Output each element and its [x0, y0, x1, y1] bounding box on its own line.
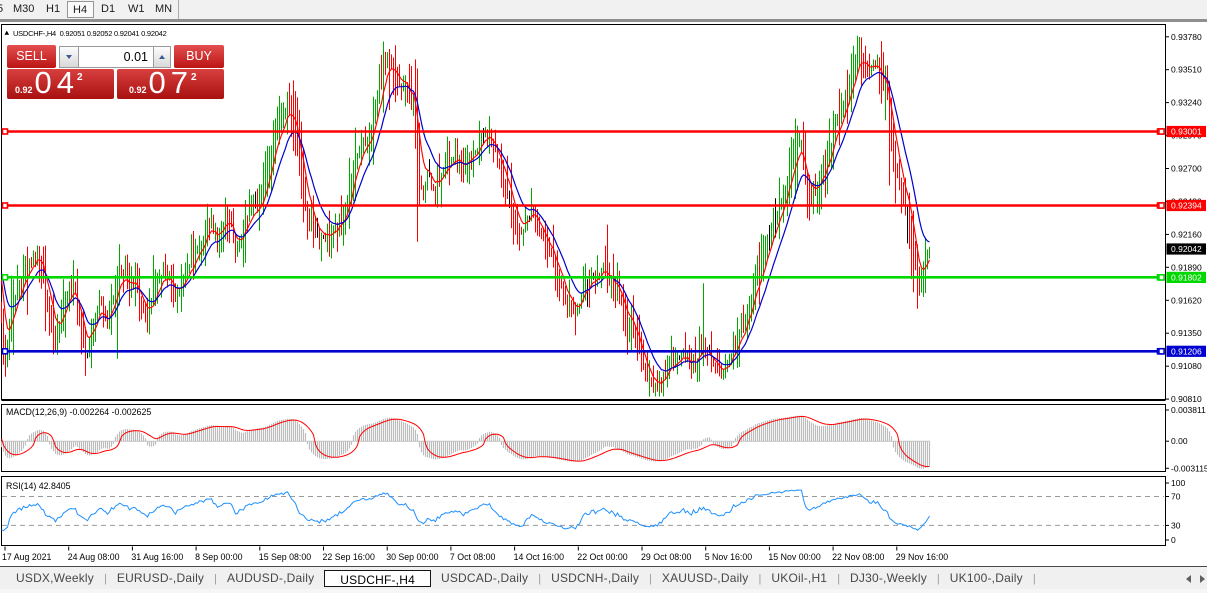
- svg-text:29 Nov 16:00: 29 Nov 16:00: [896, 552, 948, 562]
- svg-text:0: 0: [1171, 535, 1176, 545]
- svg-text:31 Aug 16:00: 31 Aug 16:00: [131, 552, 183, 562]
- svg-text:0.92700: 0.92700: [1171, 164, 1202, 174]
- svg-text:0.91802: 0.91802: [1171, 273, 1202, 283]
- svg-text:30: 30: [1171, 520, 1181, 530]
- svg-text:70: 70: [1171, 492, 1181, 502]
- svg-text:22 Oct 00:00: 22 Oct 00:00: [577, 552, 627, 562]
- svg-text:29 Oct 08:00: 29 Oct 08:00: [641, 552, 691, 562]
- svg-text:0.92042: 0.92042: [1171, 244, 1202, 254]
- svg-text:100: 100: [1171, 478, 1185, 488]
- svg-text:USDCHF-,H4 0.92051 0.92052 0.: USDCHF-,H4 0.92051 0.92052 0.92041 0.920…: [13, 29, 167, 38]
- svg-text:14 Oct 16:00: 14 Oct 16:00: [514, 552, 564, 562]
- svg-text:7 Oct 08:00: 7 Oct 08:00: [450, 552, 496, 562]
- svg-text:RSI(14) 42.8405: RSI(14) 42.8405: [6, 481, 71, 491]
- svg-text:17 Aug 2021: 17 Aug 2021: [2, 552, 52, 562]
- svg-text:0.91350: 0.91350: [1171, 328, 1202, 338]
- svg-text:-0.003115: -0.003115: [1171, 463, 1207, 473]
- svg-text:0.91620: 0.91620: [1171, 295, 1202, 305]
- svg-text:5 Nov 16:00: 5 Nov 16:00: [705, 552, 753, 562]
- svg-text:0.93001: 0.93001: [1171, 127, 1202, 137]
- svg-text:0.92394: 0.92394: [1171, 201, 1202, 211]
- svg-text:0.90810: 0.90810: [1171, 394, 1202, 404]
- svg-text:0.93240: 0.93240: [1171, 98, 1202, 108]
- svg-text:22 Nov 08:00: 22 Nov 08:00: [832, 552, 884, 562]
- svg-text:24 Aug 08:00: 24 Aug 08:00: [68, 552, 120, 562]
- svg-text:0.93780: 0.93780: [1171, 32, 1202, 42]
- svg-text:15 Nov 00:00: 15 Nov 00:00: [768, 552, 820, 562]
- svg-text:22 Sep 16:00: 22 Sep 16:00: [323, 552, 375, 562]
- svg-text:0.93510: 0.93510: [1171, 65, 1202, 75]
- svg-text:0.00: 0.00: [1171, 436, 1188, 446]
- svg-text:MACD(12,26,9) -0.002264 -0.002: MACD(12,26,9) -0.002264 -0.002625: [6, 407, 151, 417]
- svg-text:0.92160: 0.92160: [1171, 229, 1202, 239]
- svg-text:0.91206: 0.91206: [1171, 347, 1202, 357]
- svg-text:30 Sep 00:00: 30 Sep 00:00: [386, 552, 438, 562]
- svg-text:15 Sep 08:00: 15 Sep 08:00: [259, 552, 311, 562]
- svg-text:0.91890: 0.91890: [1171, 262, 1202, 272]
- svg-text:0.003811: 0.003811: [1171, 405, 1206, 415]
- svg-text:8 Sep 00:00: 8 Sep 00:00: [195, 552, 243, 562]
- svg-text:0.91080: 0.91080: [1171, 361, 1202, 371]
